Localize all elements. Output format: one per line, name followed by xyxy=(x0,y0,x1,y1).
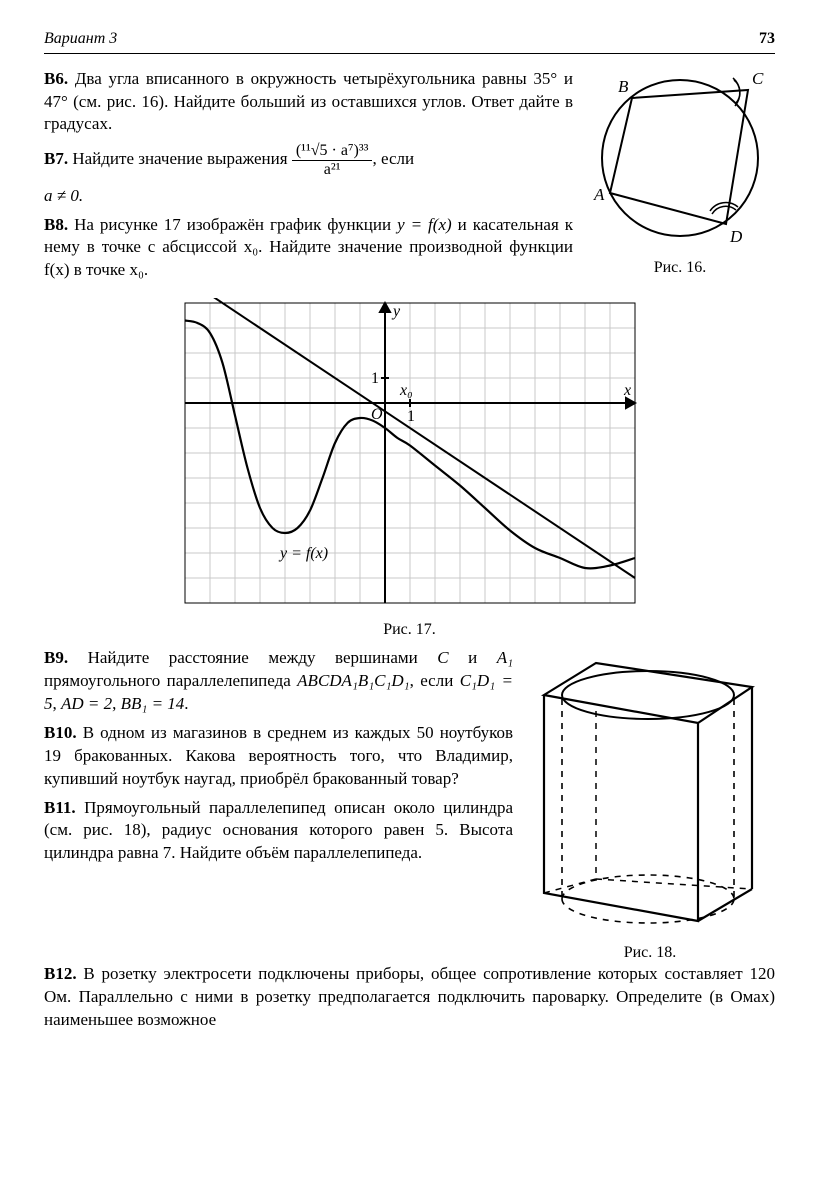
figure-16-caption: Рис. 16. xyxy=(585,257,775,279)
text-b6: Два угла вписанного в окружность четырёх… xyxy=(44,69,573,134)
variant-label: Вариант 3 xyxy=(44,28,117,50)
figure-18-caption: Рис. 18. xyxy=(525,942,775,964)
circle-quadrilateral: A B C D xyxy=(586,68,774,246)
svg-text:x₀: x₀ xyxy=(399,382,413,399)
cylinder-in-box xyxy=(526,651,774,931)
page-number: 73 xyxy=(759,28,775,50)
problem-b12: В12. В розетку электросети подключены пр… xyxy=(44,963,775,1032)
label-b7: В7. xyxy=(44,149,68,168)
vertex-C: C xyxy=(752,69,764,88)
label-b6: В6. xyxy=(44,69,68,88)
figure-16: A B C D Рис. 16. xyxy=(585,68,775,279)
svg-text:y: y xyxy=(391,303,401,320)
b7-lead: Найдите значение выражения xyxy=(72,149,287,168)
svg-text:x: x xyxy=(623,382,631,399)
figure-18: Рис. 18. xyxy=(525,651,775,964)
b7-fraction: (¹¹√5 · a⁷)³³ a²¹ xyxy=(292,142,373,178)
svg-text:O: O xyxy=(371,406,383,423)
page-header: Вариант 3 73 xyxy=(44,28,775,54)
label-b8: В8. xyxy=(44,215,68,234)
label-b12: В12. xyxy=(44,964,77,983)
vertex-D: D xyxy=(729,227,743,246)
label-b11: В11. xyxy=(44,798,76,817)
label-b9: В9. xyxy=(44,648,68,667)
svg-text:1: 1 xyxy=(371,370,379,387)
svg-text:1: 1 xyxy=(407,408,415,425)
svg-text:y = f(x): y = f(x) xyxy=(278,545,328,562)
vertex-B: B xyxy=(618,77,629,96)
label-b10: В10. xyxy=(44,723,77,742)
vertex-A: A xyxy=(593,185,605,204)
figure-17: y x O 1 1 x₀ y = f(x) Рис. 17. xyxy=(44,298,775,641)
graph-plot: y x O 1 1 x₀ y = f(x) xyxy=(180,298,640,608)
figure-17-caption: Рис. 17. xyxy=(44,619,775,641)
b7-tail: , если xyxy=(372,149,414,168)
